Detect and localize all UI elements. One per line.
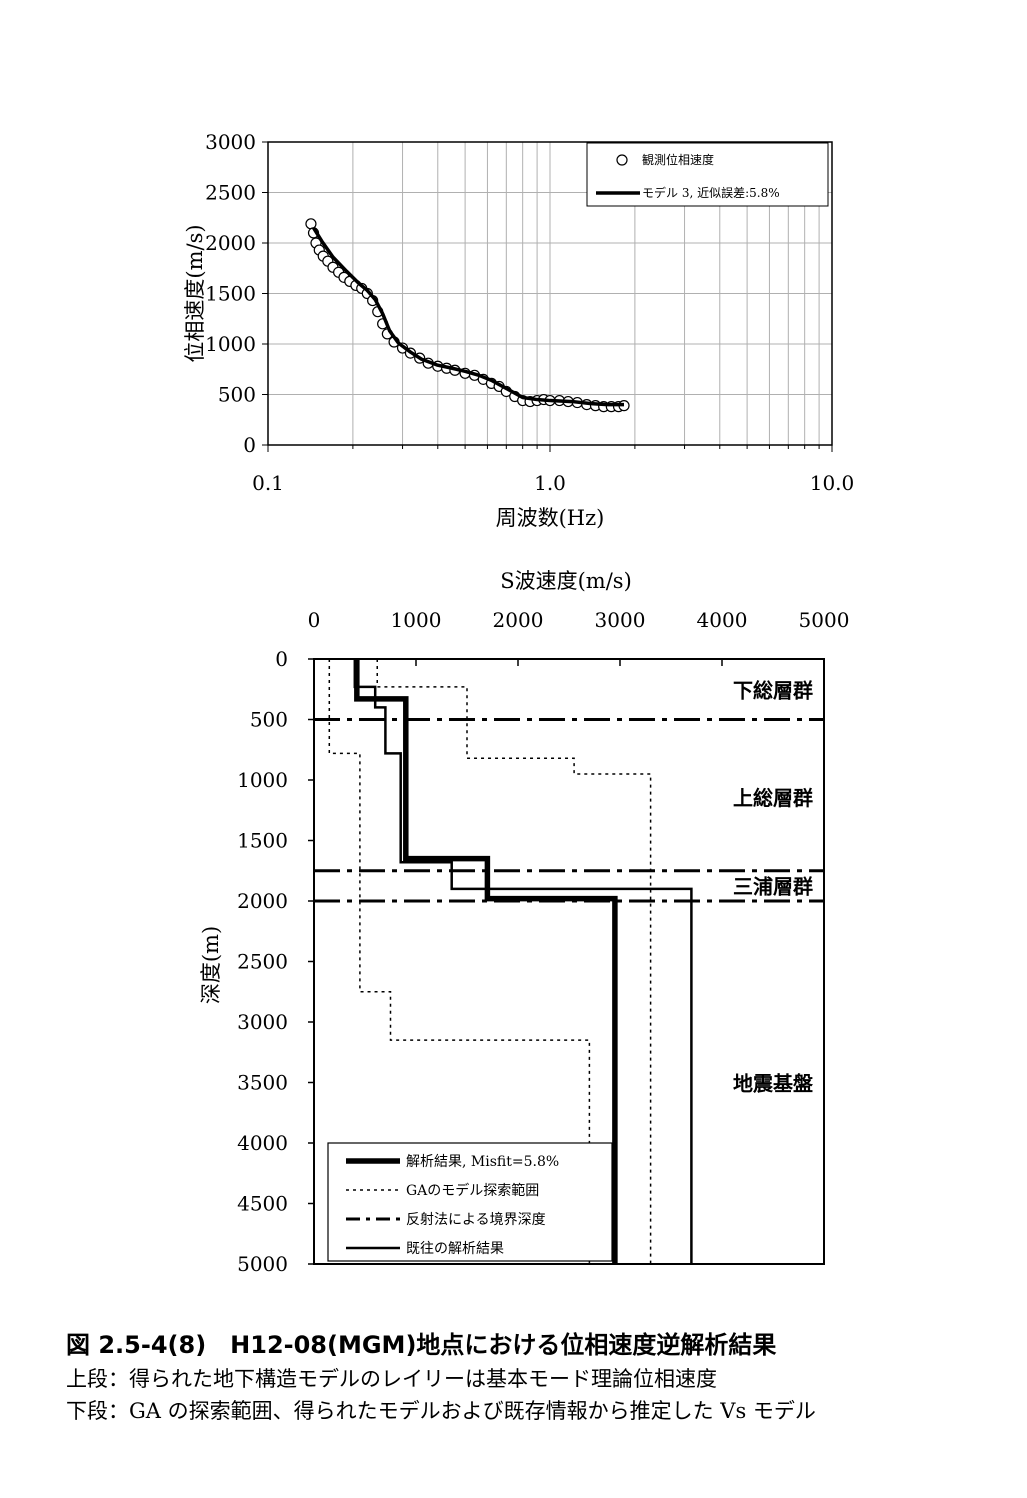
model-line (312, 226, 625, 407)
y-tick-label: 2500 (237, 950, 288, 974)
y-tick-label: 3000 (237, 1010, 288, 1034)
y-axis-label: 深度(m) (199, 926, 223, 1004)
y-tick-label: 3500 (237, 1071, 288, 1095)
legend-label-2: 反射法による境界深度 (406, 1212, 546, 1228)
legend: 解析結果, Misfit=5.8% GAのモデル探索範囲反射法による境界深度既往の… (327, 1142, 613, 1262)
profile-medium-4 (353, 659, 693, 1264)
x-tick-label: 2000 (493, 608, 544, 632)
legend-label-0: 解析結果, Misfit=5.8% (406, 1154, 559, 1170)
x-tick-label: 0.1 (252, 471, 284, 495)
caption-upper: 上段：得られた地下構造モデルのレイリーは基本モード理論位相速度 (66, 1367, 717, 1391)
x-tick-label: 0 (308, 608, 321, 632)
legend-box (586, 142, 829, 207)
y-tick-label: 5000 (237, 1252, 288, 1276)
profile-thick-0 (354, 659, 618, 1264)
vs-profile-chart: 0 1000 2000 3000 4000 5000 0 500 1000 1500 2000 250… (199, 569, 850, 1276)
layer-label: 三浦層群 (733, 874, 813, 898)
layer-label: 上総層群 (733, 786, 813, 810)
x-tick-label: 4000 (697, 608, 748, 632)
x-axis-label: 周波数(Hz) (496, 506, 605, 530)
y-tick-label: 4000 (237, 1131, 288, 1155)
figure-title: 図 2.5-4(8) H12-08(MGM)地点における位相速度逆解析結果 (66, 1331, 777, 1359)
y-tick-label: 0 (243, 433, 256, 457)
y-tick-label: 2500 (205, 181, 256, 205)
x-tick-label: 10.0 (810, 471, 855, 495)
legend-label-model: モデル 3, 近似誤差:5.8% (642, 185, 780, 200)
x-tick-label: 1000 (391, 608, 442, 632)
y-tick-label: 500 (250, 708, 288, 732)
y-tick-label: 0 (275, 647, 288, 671)
phase-velocity-chart: 0 500 1000 1500 2000 2500 3000 0.1 1.0 10.0 周波数(Hz… (183, 130, 855, 530)
x-axis-label: S波速度(m/s) (500, 569, 632, 593)
caption-lower: 下段：GA の探索範囲、得られたモデルおよび既存情報から推定した Vs モデル (66, 1399, 816, 1423)
x-tick-label: 3000 (595, 608, 646, 632)
layer-label: 地震基盤 (733, 1072, 814, 1096)
y-tick-label: 1000 (205, 332, 256, 356)
y-tick-label: 2000 (205, 231, 256, 255)
y-tick-label: 1500 (237, 829, 288, 853)
layer-label: 下総層群 (733, 678, 813, 702)
y-tick-label: 1000 (237, 768, 288, 792)
profile-dotted-1 (328, 659, 591, 1264)
y-tick-label: 3000 (205, 130, 256, 154)
x-tick-label: 1.0 (534, 471, 566, 495)
y-tick-label: 500 (218, 383, 256, 407)
legend-label-observed: 観測位相速度 (642, 152, 714, 167)
legend-label-3: 既往の解析結果 (406, 1241, 504, 1257)
profile-dotted-2 (376, 659, 652, 1264)
legend-label-1: GAのモデル探索範囲 (406, 1182, 539, 1199)
y-tick-label: 4500 (237, 1192, 288, 1216)
y-axis-label: 位相速度(m/s) (183, 224, 207, 362)
legend-marker-observed (616, 154, 628, 166)
y-tick-label: 1500 (205, 282, 256, 306)
x-tick-label: 5000 (799, 608, 850, 632)
y-tick-label: 2000 (237, 889, 288, 913)
